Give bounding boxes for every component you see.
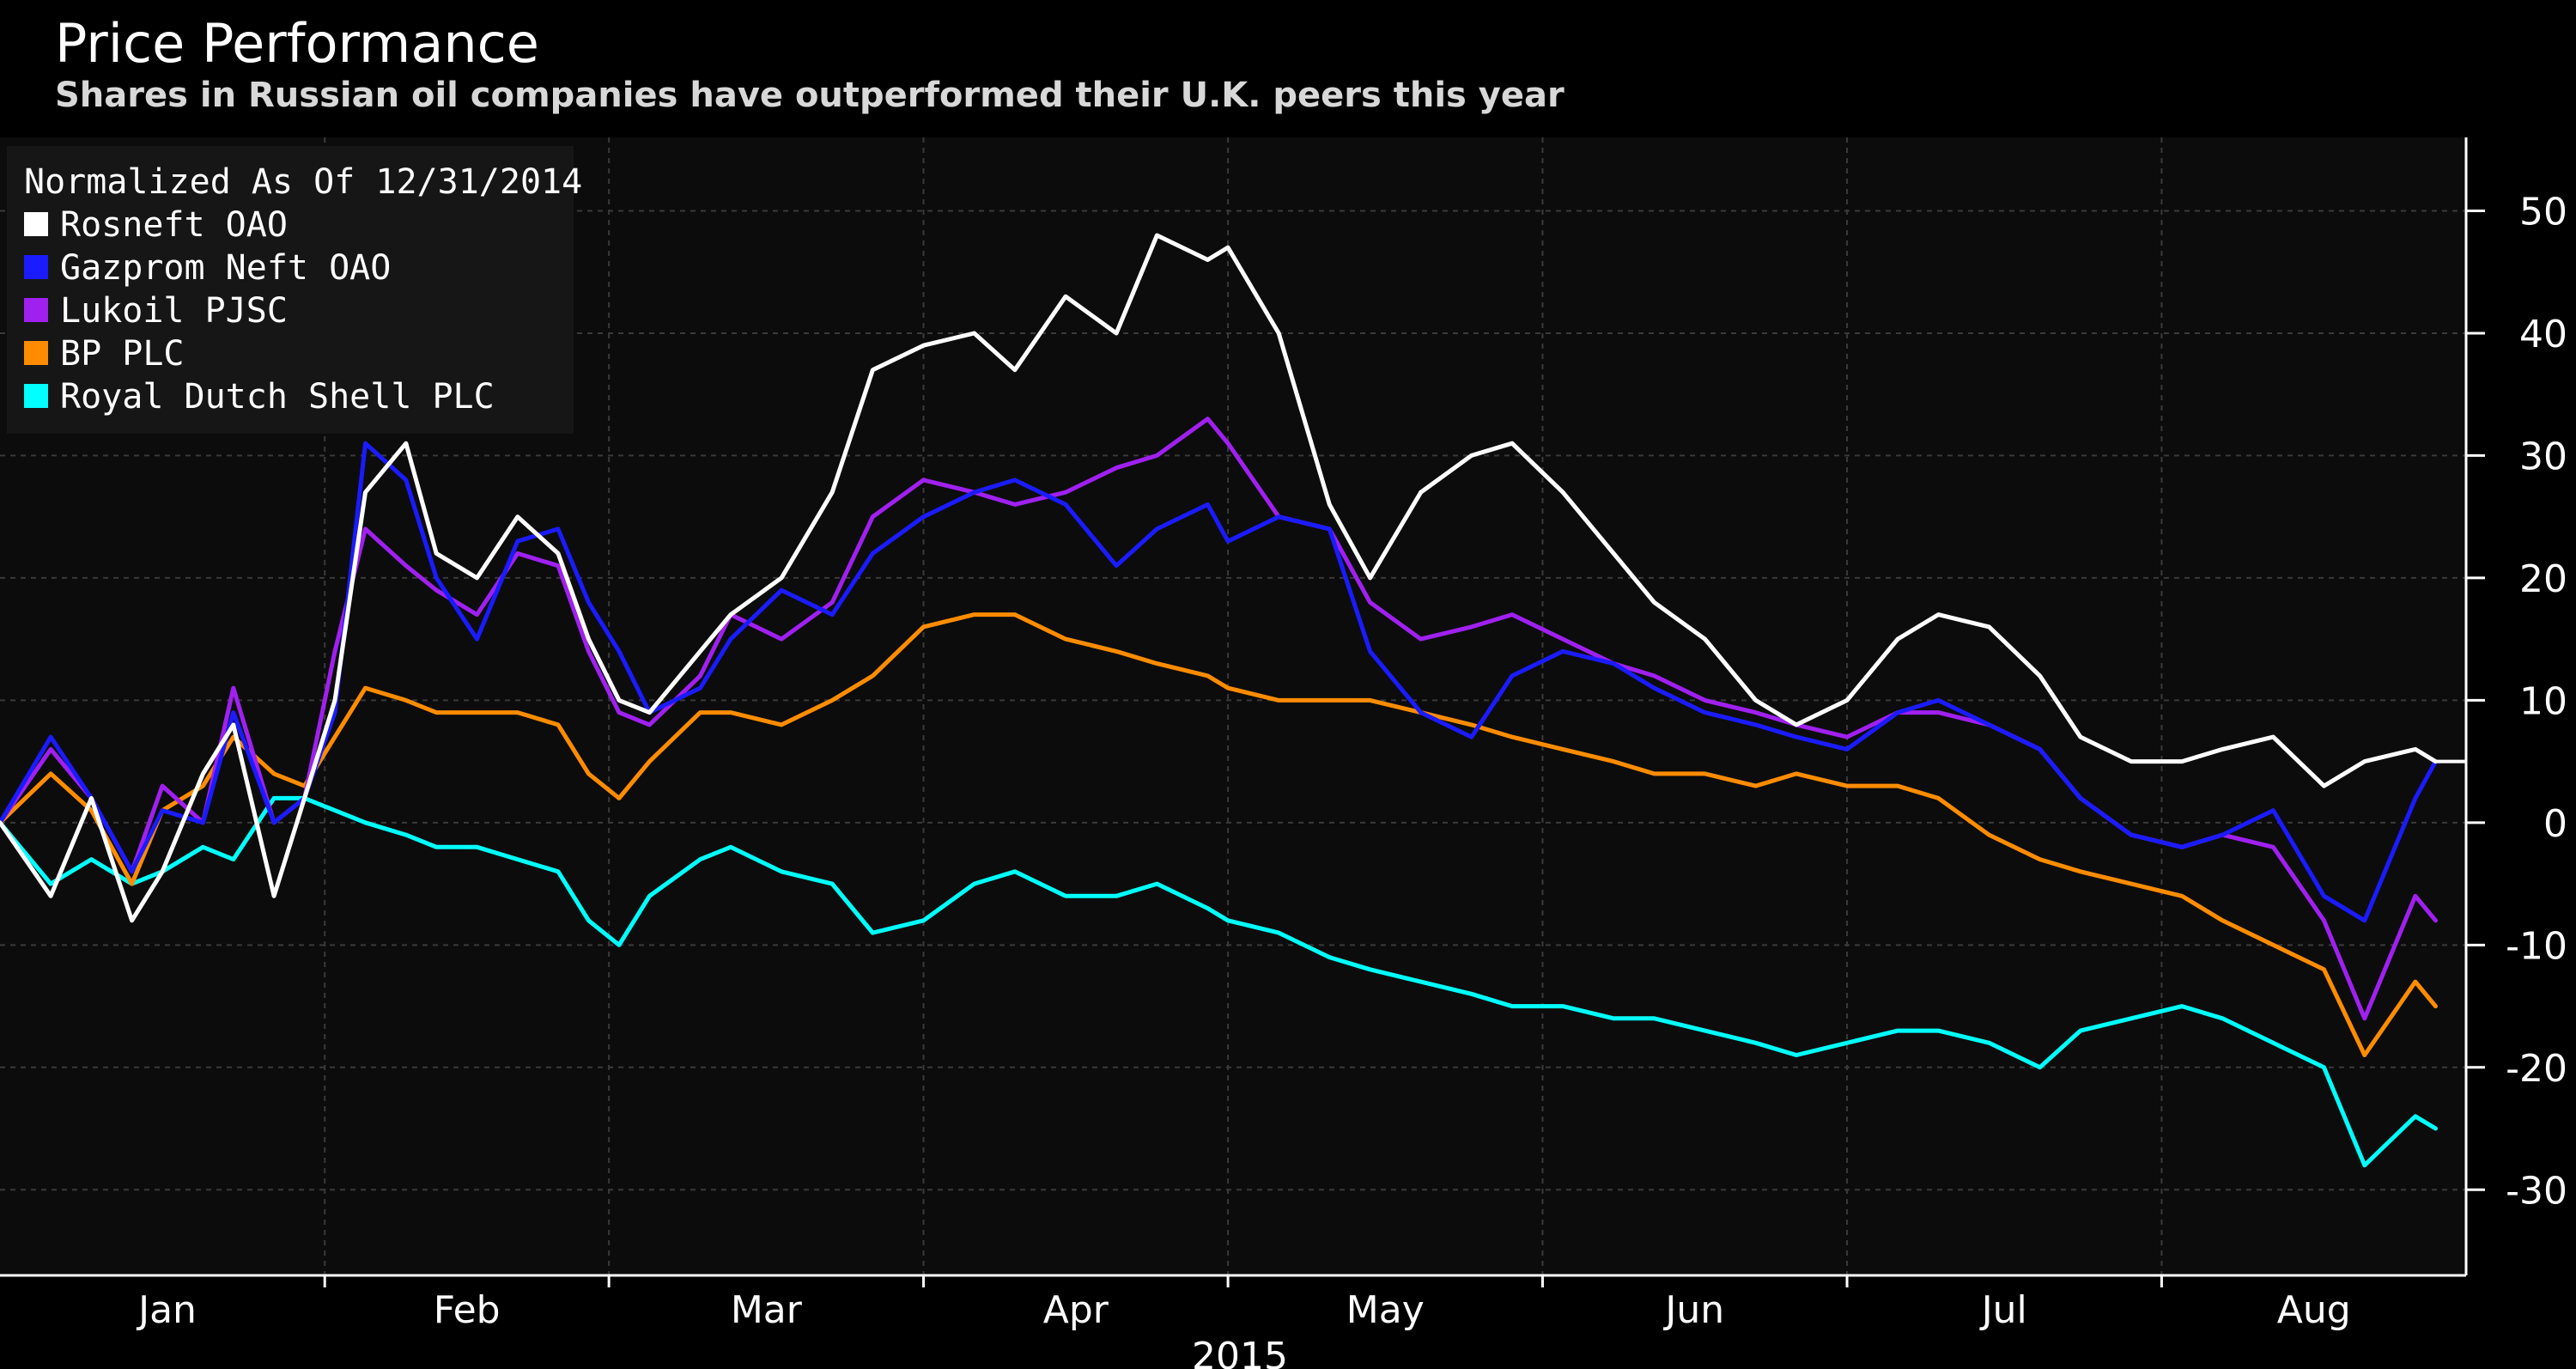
y-tick-label: 0 bbox=[2543, 802, 2567, 846]
legend-swatch bbox=[24, 212, 48, 236]
y-tick-label: 30 bbox=[2519, 435, 2567, 478]
legend-entry: Gazprom Neft OAO bbox=[60, 248, 391, 288]
y-tick-label: 20 bbox=[2519, 557, 2567, 601]
legend-swatch bbox=[24, 341, 48, 365]
x-tick-label: Jan bbox=[136, 1288, 197, 1332]
y-tick-label: -30 bbox=[2506, 1169, 2567, 1213]
series-layer bbox=[0, 233, 2466, 1168]
x-tick-label: Jun bbox=[1662, 1288, 1724, 1332]
legend-entry: Royal Dutch Shell PLC bbox=[60, 377, 495, 417]
legend-swatch bbox=[24, 384, 48, 408]
legend-title: Normalized As Of 12/31/2014 bbox=[24, 162, 582, 202]
chart-subtitle: Shares in Russian oil companies have out… bbox=[55, 76, 1564, 115]
y-tick-label: -20 bbox=[2506, 1047, 2567, 1091]
x-axis: Jan Feb Mar Apr May Jun Jul Aug bbox=[136, 1275, 2351, 1332]
legend-swatch bbox=[24, 255, 48, 279]
series-line-gazprom-neft-oao bbox=[0, 441, 2438, 923]
x-tick-label: Mar bbox=[731, 1288, 803, 1332]
legend-entry: Rosneft OAO bbox=[60, 205, 288, 245]
series-line-royal-dutch-shell-plc bbox=[0, 795, 2438, 1168]
y-tick-label: 40 bbox=[2519, 313, 2567, 356]
y-tick-label: 10 bbox=[2519, 679, 2567, 723]
x-tick-label: Apr bbox=[1043, 1288, 1109, 1332]
x-tick-label: May bbox=[1346, 1288, 1425, 1332]
series-line-bp-plc bbox=[0, 612, 2438, 1057]
x-tick-label: Jul bbox=[1979, 1288, 2027, 1332]
y-tick-label: -10 bbox=[2506, 924, 2567, 968]
x-tick-label: Aug bbox=[2277, 1288, 2351, 1332]
y-tick-label: 50 bbox=[2519, 190, 2567, 234]
y-axis: 50 40 30 20 10 0 -10 -20 -30 bbox=[2466, 190, 2567, 1213]
x-axis-title: 2015 bbox=[1192, 1335, 1288, 1369]
legend-swatch bbox=[24, 298, 48, 322]
chart-title: Price Performance bbox=[55, 12, 539, 75]
legend-entry: BP PLC bbox=[60, 334, 185, 374]
series-line-rosneft-oao bbox=[0, 233, 2438, 923]
legend-box bbox=[7, 146, 574, 434]
legend-entry: Lukoil PJSC bbox=[60, 291, 288, 331]
x-tick-label: Feb bbox=[434, 1288, 501, 1332]
